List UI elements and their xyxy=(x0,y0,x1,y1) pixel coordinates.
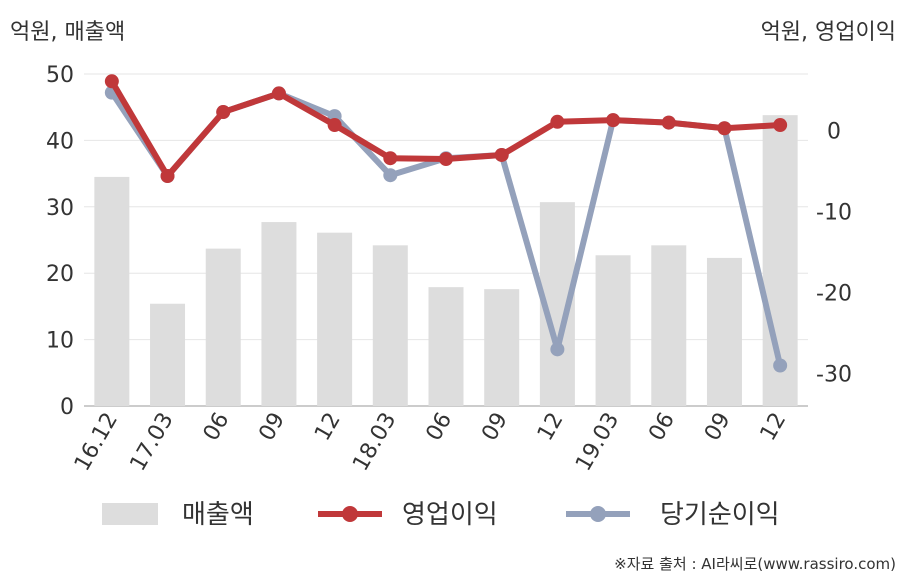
point-operating-profit xyxy=(494,147,509,162)
left-axis-tick-label: 50 xyxy=(46,63,74,88)
point-net-income xyxy=(550,342,565,357)
legend-label-net-income: 당기순이익 xyxy=(660,500,780,530)
x-axis-tick-label: 18.03 xyxy=(348,409,401,476)
point-operating-profit xyxy=(383,151,398,166)
bar-sales xyxy=(150,303,186,406)
point-operating-profit xyxy=(327,118,342,133)
x-axis-tick-label: 16.12 xyxy=(70,409,123,476)
bar-sales xyxy=(706,257,742,406)
left-axis-tick-label: 40 xyxy=(46,129,74,154)
point-operating-profit xyxy=(550,114,565,129)
bar-sales xyxy=(317,232,353,406)
right-axis-tick-label: -20 xyxy=(816,282,852,307)
x-axis-tick-label: 12 xyxy=(310,409,346,446)
bar-sales xyxy=(205,248,241,406)
legend-label-operating-profit: 영업이익 xyxy=(402,500,498,530)
right-axis-tick-label: -30 xyxy=(816,363,852,388)
point-net-income xyxy=(383,168,398,183)
point-net-income xyxy=(773,358,788,373)
bar-sales xyxy=(651,245,687,406)
point-operating-profit xyxy=(216,105,231,120)
bar-sales xyxy=(595,255,631,406)
left-axis-unit-label: 억원, 매출액 xyxy=(10,20,126,45)
x-axis-tick-label: 12 xyxy=(533,409,569,446)
point-operating-profit xyxy=(271,86,286,101)
legend-marker-operating-profit xyxy=(342,506,358,522)
point-operating-profit xyxy=(104,74,119,89)
point-operating-profit xyxy=(773,118,788,133)
x-axis-tick-label: 09 xyxy=(477,409,513,446)
left-axis-tick-label: 30 xyxy=(46,196,74,221)
x-axis-tick-label: 06 xyxy=(199,409,235,446)
x-axis-tick-label: 09 xyxy=(254,409,290,446)
x-axis-tick-label: 19.03 xyxy=(571,409,624,476)
legend-marker-net-income xyxy=(590,506,606,522)
left-axis-tick-label: 20 xyxy=(46,262,74,287)
point-operating-profit xyxy=(606,113,621,128)
point-operating-profit xyxy=(717,121,732,136)
legend-label-sales: 매출액 xyxy=(182,500,254,530)
point-operating-profit xyxy=(661,115,676,130)
x-axis-tick-label: 09 xyxy=(700,409,736,446)
left-axis-tick-label: 10 xyxy=(46,329,74,354)
point-operating-profit xyxy=(160,169,175,184)
bar-sales xyxy=(428,287,464,406)
right-axis-tick-label: 0 xyxy=(827,120,841,145)
bar-sales xyxy=(372,245,408,406)
point-operating-profit xyxy=(439,152,453,167)
x-axis-tick-label: 17.03 xyxy=(126,409,179,476)
x-axis-tick-label: 12 xyxy=(756,409,792,446)
bar-sales xyxy=(261,222,297,406)
source-note: ※자료 출처 : AI라씨로(www.rassiro.com) xyxy=(614,555,896,573)
bar-sales xyxy=(484,289,520,406)
bar-sales xyxy=(94,176,130,406)
x-axis-tick-label: 06 xyxy=(422,409,458,446)
left-axis-tick-label: 0 xyxy=(60,395,74,420)
legend-swatch-sales xyxy=(102,503,158,525)
right-axis-unit-label: 억원, 영업이익 xyxy=(760,20,896,45)
right-axis-tick-label: -10 xyxy=(816,201,852,226)
legend: 매출액 영업이익 당기순이익 xyxy=(102,500,780,530)
x-axis-tick-label: 06 xyxy=(644,409,680,446)
